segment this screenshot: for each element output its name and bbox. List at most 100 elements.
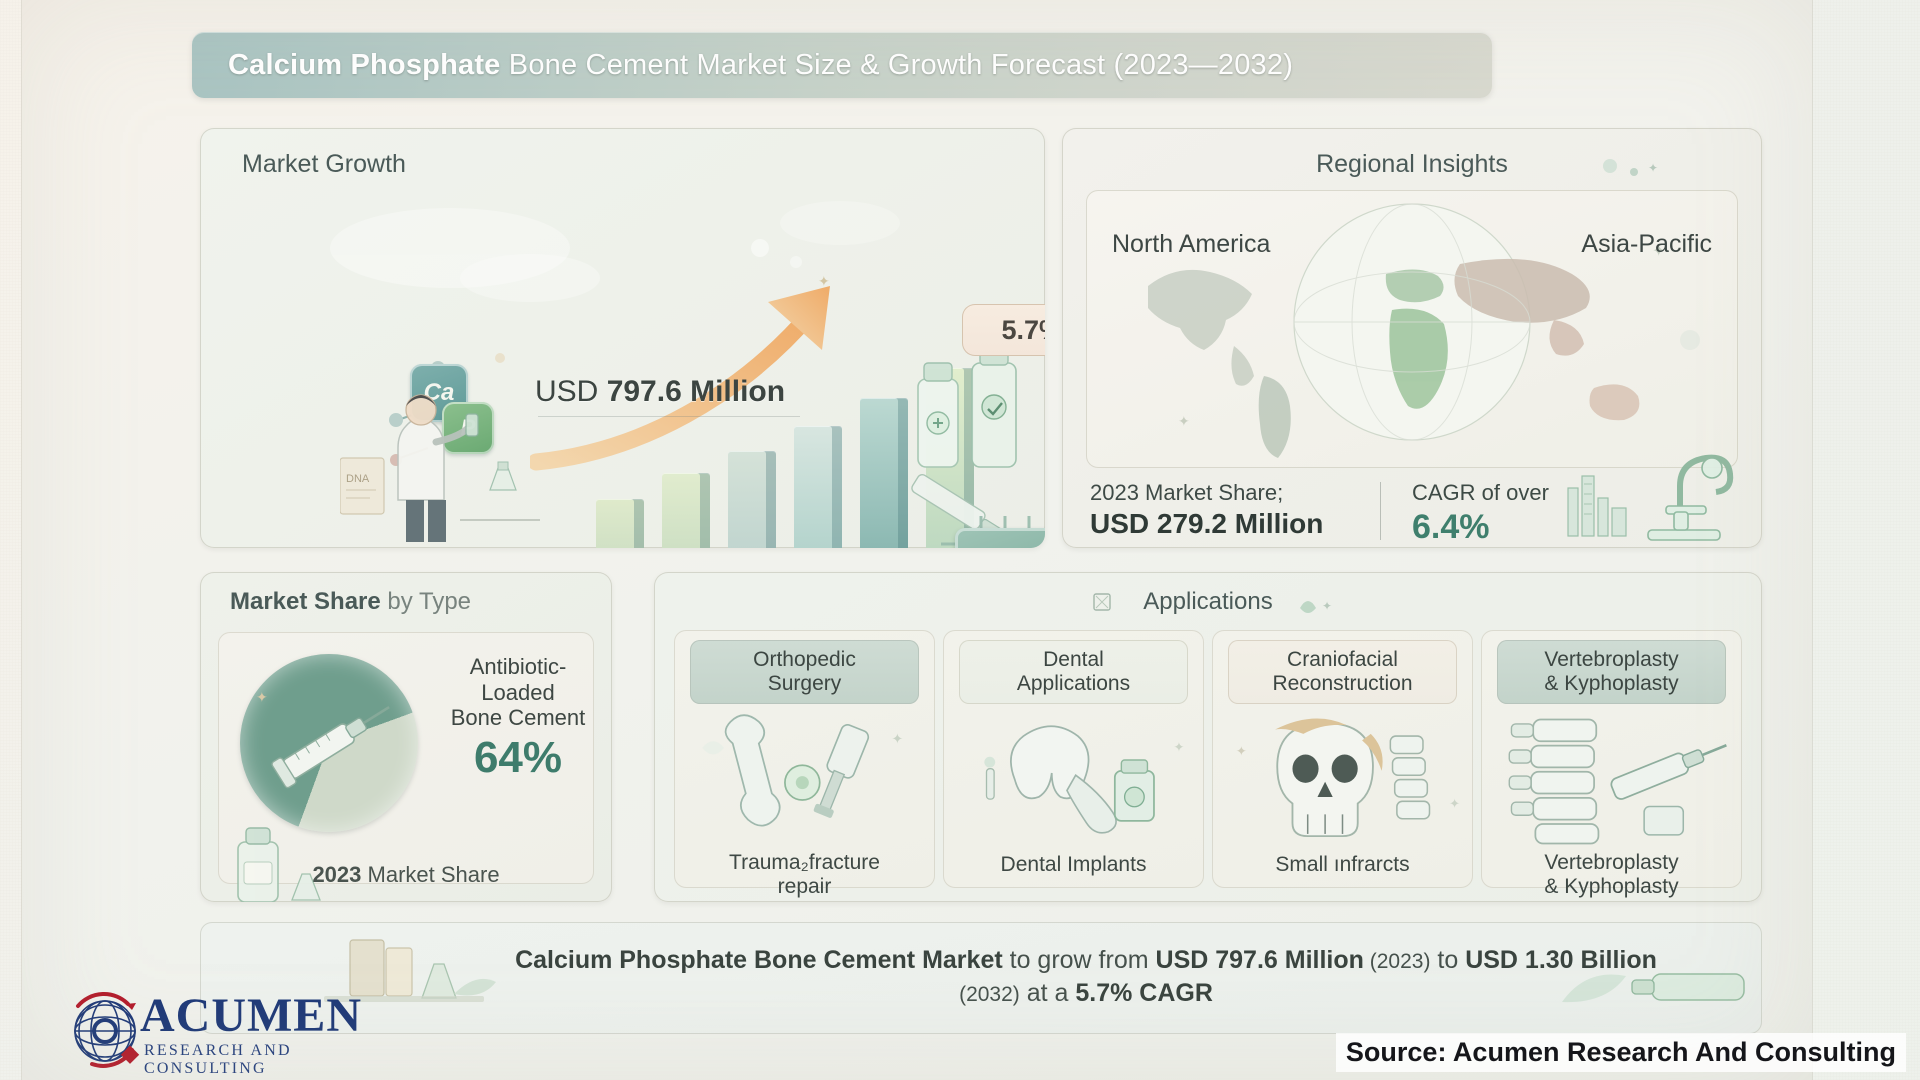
heading-accent-icon: ✦: [1603, 159, 1658, 176]
page-title-rest: Bone Cement Market Size & Growth Forecas…: [500, 48, 1294, 81]
regional-stat-market-share: 2023 Market Share; USD 279.2 Million: [1090, 480, 1323, 540]
footer-summary-text: Calcium Phosphate Bone Cement Market to …: [450, 944, 1722, 1010]
footer-year-2032: (2032): [959, 983, 1020, 1006]
market-value-2023-amount: 797.6 Million: [606, 375, 786, 408]
market-value-2023: USD 797.6 Million: [535, 375, 785, 409]
acumen-logo[interactable]: ACUMEN RESEARCH AND CONSULTING: [44, 980, 394, 1077]
application-card-vertebroplasty-art: [1481, 704, 1742, 850]
acumen-wordmark: ACUMEN: [140, 989, 362, 1042]
application-card-orthopedic[interactable]: Orthopedic Surgery ✦: [674, 630, 935, 898]
market-share-footer-text: Market Share: [361, 862, 500, 887]
bottle-illustration: [237, 827, 321, 902]
application-card-craniofacial-title: Craniofacial Reconstruction: [1227, 640, 1458, 705]
microscope-illustration: [1567, 454, 1734, 541]
market-share-heading-bold: Market Share: [230, 588, 381, 615]
svg-text:✦: ✦: [818, 273, 830, 289]
scientist-illustration: DNA: [340, 394, 540, 542]
footer-summary-line1: Calcium Phosphate Bone Cement Market to …: [450, 944, 1722, 977]
infographic-canvas: Calcium Phosphate Bone Cement Market Siz…: [22, 0, 1812, 1080]
regional-stat-cagr-label: CAGR of over: [1412, 480, 1549, 505]
market-share-heading: Market Share by Type: [230, 588, 471, 616]
panel-background-art: ✦: [330, 201, 900, 363]
bar-2029: [794, 426, 842, 548]
card-caption-line2: & Kyphoplasty: [1544, 875, 1679, 899]
application-card-dental-art: ✦: [943, 704, 1204, 853]
card-title-line2: Applications: [1016, 672, 1131, 696]
application-card-craniofacial-art: ✦ ✦: [1212, 704, 1473, 853]
source-attribution: Source: Acumen Research And Consulting: [1335, 1033, 1906, 1072]
checkbox-icon: [1093, 593, 1111, 611]
pie-chart-card: ✦ Antibiotic- Loaded Bone Cement 64%: [218, 632, 594, 884]
application-card-vertebroplasty-title: Vertebroplasty & Kyphoplasty: [1496, 640, 1727, 705]
chip-legs-icon: [941, 516, 1031, 546]
regional-insights-heading: Regional Insights: [1316, 150, 1508, 178]
pie-segment-label-line1: Antibiotic-: [469, 654, 567, 679]
market-share-panel: Market Share by Type ✦ Antibi: [200, 572, 612, 902]
year-chip-2032: 2032: [955, 528, 1045, 548]
application-card-orthopedic-caption: Trauma₂fracture repair: [674, 851, 935, 902]
bar-2027: [728, 451, 776, 548]
market-growth-panel: Market Growth ✦ Ca P: [200, 128, 1045, 548]
card-title-line2: & Kyphoplasty: [1544, 672, 1679, 696]
value-underline-1: [538, 416, 800, 417]
regional-stat-cagr-value: 6.4%: [1412, 508, 1490, 546]
card-title-line1: Craniofacial: [1287, 648, 1398, 671]
card-title-line2: Surgery: [767, 672, 842, 696]
application-card-craniofacial[interactable]: Craniofacial Reconstruction: [1212, 630, 1473, 888]
application-card-dental-title: Dental Applications: [958, 640, 1189, 705]
application-cards: Orthopedic Surgery ✦: [674, 630, 1742, 898]
regional-stat-cagr: CAGR of over 6.4%: [1412, 480, 1549, 547]
application-card-dental-caption: Dental Implants: [943, 853, 1204, 888]
pie-segment-percentage: 64%: [473, 732, 563, 782]
globe-icon: [74, 992, 140, 1068]
tooth-implant-icon: ✦: [984, 725, 1185, 834]
footer-left-illustration: [324, 939, 496, 1002]
footer-market-name: Calcium Phosphate Bone Cement Market: [515, 946, 1003, 974]
growth-bar-chart: [596, 368, 976, 548]
application-card-orthopedic-art: ✦: [674, 704, 935, 850]
footer-cagr: 5.7% CAGR: [1075, 979, 1213, 1007]
svg-text:✦: ✦: [1652, 243, 1665, 260]
card-caption-line1: Vertebroplasty: [1544, 850, 1679, 874]
cagr-value: 5.7%: [1001, 314, 1046, 345]
svg-text:✦: ✦: [1449, 796, 1460, 811]
pie-segment-label-line3: Bone Cement: [450, 705, 586, 731]
footer-summary-banner: Calcium Phosphate Bone Cement Market to …: [200, 922, 1762, 1034]
page-title: Calcium Phosphate Bone Cement Market Siz…: [228, 49, 1293, 82]
market-share-footer: 2023 Market Share: [200, 862, 612, 888]
regional-insights-panel: Regional Insights ✦: [1062, 128, 1762, 548]
page-title-bold: Calcium Phosphate: [228, 48, 501, 81]
world-map-illustration: ✦ ✦: [1148, 203, 1700, 458]
svg-text:✦: ✦: [1178, 413, 1190, 429]
pie-segment-label-line2: Loaded: [481, 679, 555, 705]
bar-2025: [662, 473, 710, 548]
acumen-tagline: RESEARCH AND CONSULTING: [144, 1042, 292, 1077]
svg-text:✦: ✦: [256, 689, 268, 705]
application-card-dental[interactable]: Dental Applications ✦: [943, 630, 1204, 888]
card-title-line2: Reconstruction: [1272, 672, 1413, 696]
application-card-craniofacial-caption: Small ınfrarcts: [1212, 853, 1473, 888]
regional-stat-market-share-label: 2023 Market Share;: [1090, 480, 1284, 505]
market-growth-heading: Market Growth: [242, 150, 406, 178]
applications-panel: Applications ✦ Orthopedic Surgery: [654, 572, 1762, 902]
market-value-2023-prefix: USD: [535, 375, 607, 408]
footer-summary-line2: (2032) at a 5.7% CAGR: [450, 977, 1722, 1010]
syringe-icon: ✦: [256, 689, 390, 789]
pie-legend: Antibiotic- Loaded Bone Cement 64%: [443, 654, 593, 783]
svg-text:✦: ✦: [1322, 599, 1332, 613]
bar-2023: [596, 499, 644, 548]
skull-icon: ✦ ✦: [1236, 718, 1460, 838]
svg-text:✦: ✦: [1236, 744, 1247, 759]
application-card-vertebroplasty[interactable]: Vertebroplasty & Kyphoplasty: [1481, 630, 1742, 898]
svg-text:✦: ✦: [1174, 740, 1185, 755]
regional-stat-market-share-value: USD 279.2 Million: [1090, 508, 1324, 539]
footer-year-2023: (2023): [1363, 950, 1431, 973]
pie-segment-label: Antibiotic- Loaded Bone Cement: [443, 654, 593, 731]
footer-connector-2: to: [1430, 946, 1466, 974]
footer-connector-3: at a: [1019, 979, 1076, 1007]
year-chip-label: 2032: [982, 544, 1040, 549]
stats-divider: [1380, 482, 1381, 540]
regional-stats: 2023 Market Share; USD 279.2 Million CAG…: [1090, 480, 1736, 546]
card-caption-line1: Dental Implants: [1000, 853, 1147, 877]
spine-icon: [1508, 718, 1727, 845]
